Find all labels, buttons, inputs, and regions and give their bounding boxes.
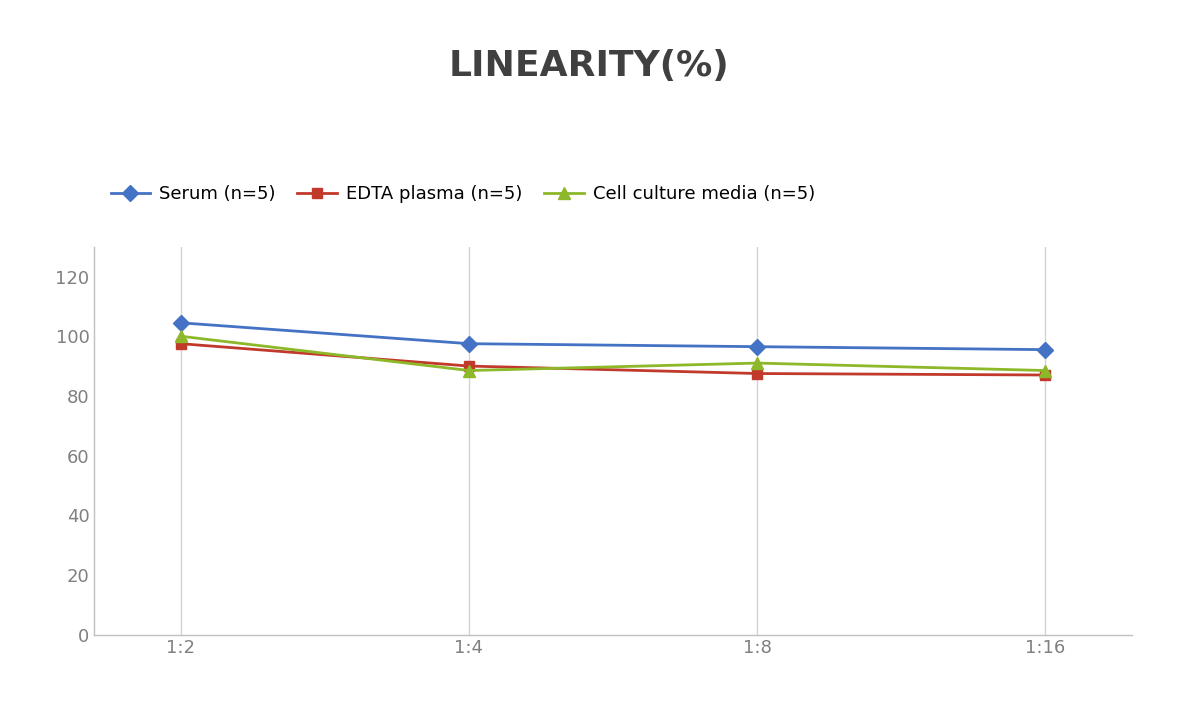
Serum (n=5) — [750, 343, 764, 351]
Line: EDTA plasma (n=5): EDTA plasma (n=5) — [176, 339, 1050, 380]
Cell culture media (n=5) — [750, 359, 764, 367]
Legend: Serum (n=5), EDTA plasma (n=5), Cell culture media (n=5): Serum (n=5), EDTA plasma (n=5), Cell cul… — [104, 178, 823, 211]
EDTA plasma (n=5) — [750, 369, 764, 378]
Serum (n=5) — [1039, 345, 1053, 354]
EDTA plasma (n=5) — [173, 339, 187, 348]
EDTA plasma (n=5) — [462, 362, 476, 370]
Line: Cell culture media (n=5): Cell culture media (n=5) — [176, 331, 1050, 376]
Text: LINEARITY(%): LINEARITY(%) — [449, 49, 730, 83]
EDTA plasma (n=5) — [1039, 371, 1053, 379]
Cell culture media (n=5) — [462, 367, 476, 375]
Serum (n=5) — [173, 319, 187, 327]
Serum (n=5) — [462, 339, 476, 348]
Cell culture media (n=5) — [173, 332, 187, 341]
Cell culture media (n=5) — [1039, 367, 1053, 375]
Line: Serum (n=5): Serum (n=5) — [176, 317, 1050, 355]
